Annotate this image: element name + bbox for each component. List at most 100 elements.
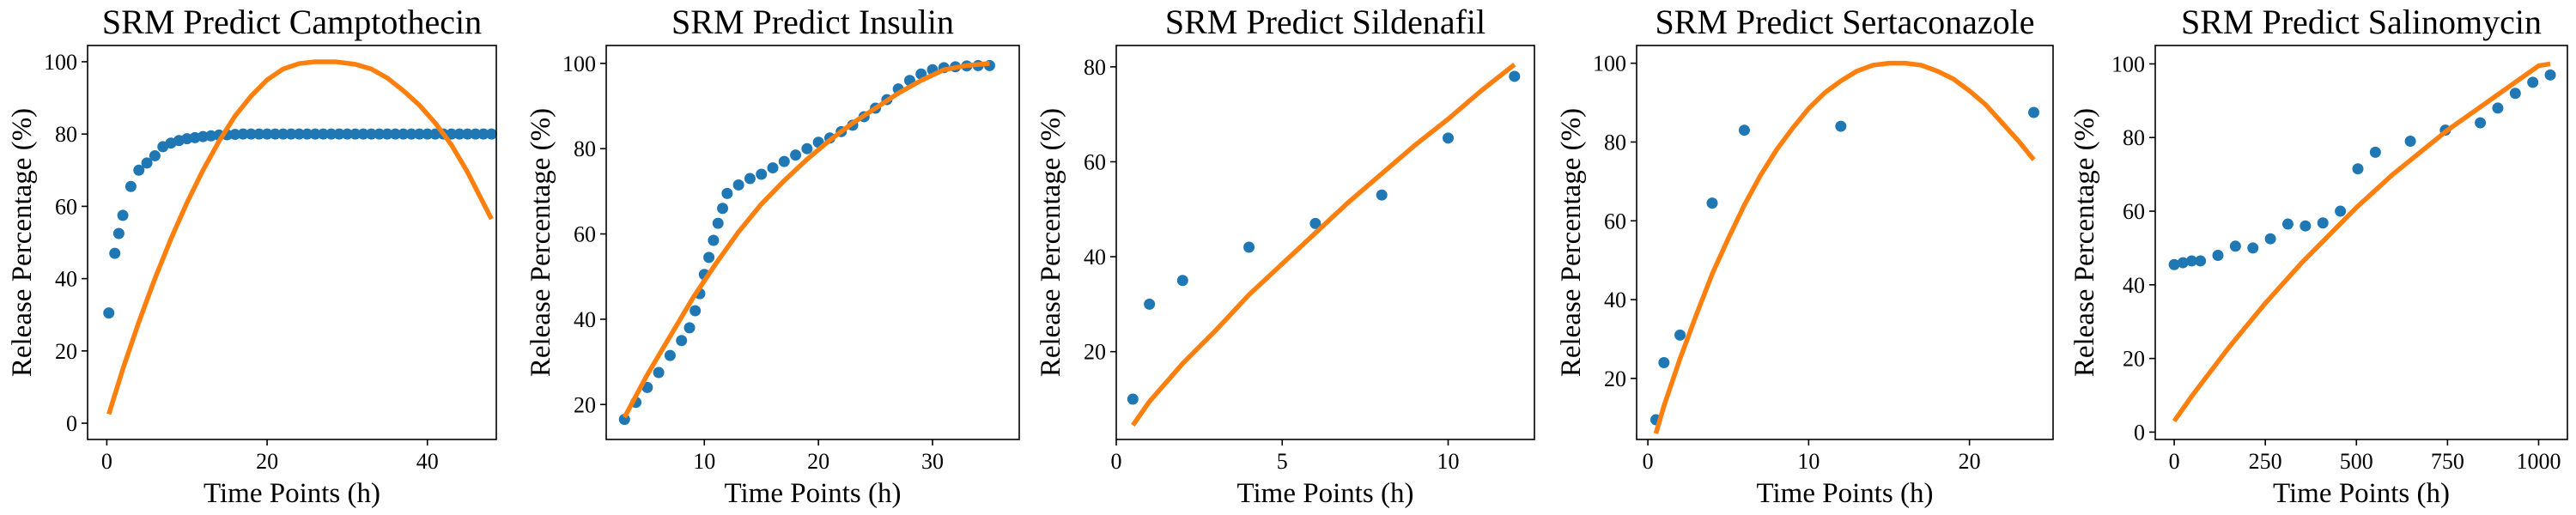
chart-camptothecin-data-point <box>301 128 313 140</box>
chart-sildenafil-fit-curve <box>1131 62 1516 427</box>
chart-sertaconazole-x-tick-label: 20 <box>1959 449 1981 474</box>
chart-sildenafil-y-tick-label: 80 <box>1084 55 1106 80</box>
chart-salinomycin-data-point <box>2264 233 2276 245</box>
chart-sertaconazole-x-tick-label: 10 <box>1797 449 1820 474</box>
chart-salinomycin-x-tick-label: 1000 <box>2516 449 2561 474</box>
chart-salinomycin-y-tick-label: 80 <box>2123 125 2145 150</box>
chart-salinomycin-data-point <box>2492 102 2504 114</box>
chart-salinomycin-data-point <box>2168 258 2180 270</box>
chart-camptothecin-data-point <box>381 128 393 140</box>
chart-sertaconazole-y-tick-label: 60 <box>1604 209 1626 233</box>
chart-camptothecin-data-point <box>141 157 153 169</box>
chart-salinomycin-y-tick-label: 0 <box>2134 420 2145 445</box>
chart-salinomycin-data-point <box>2229 240 2241 252</box>
panel-insulin: 10 20 30 20 40 60 80 100 SRM Predict Insulin Time… <box>526 3 1020 509</box>
chart-insulin-data-point <box>756 168 768 180</box>
chart-insulin-fit-curve <box>622 61 990 419</box>
chart-sildenafil-axes-frame <box>1115 45 1535 440</box>
chart-camptothecin-data-point <box>285 128 297 140</box>
chart-sildenafil-x-tick-label: 5 <box>1277 449 1288 474</box>
chart-insulin-data-point <box>744 173 756 185</box>
chart-camptothecin-y-tick-label: 20 <box>55 339 77 364</box>
chart-salinomycin-y-tick-label: 20 <box>2123 347 2145 372</box>
chart-salinomycin-x-tick-label: 250 <box>2249 449 2282 474</box>
chart-camptothecin-y-tick-label: 60 <box>55 194 77 219</box>
chart-sildenafil-data-point <box>1127 393 1139 405</box>
chart-camptothecin-data-point <box>103 307 115 319</box>
chart-sildenafil-data-point <box>1509 70 1521 82</box>
chart-camptothecin-fit-curve <box>106 59 494 415</box>
chart-camptothecin-x-axis-label: Time Points (h) <box>204 478 380 509</box>
chart-camptothecin-data-point <box>325 128 337 140</box>
chart-insulin-data-point <box>653 367 665 379</box>
chart-sildenafil-y-tick-label: 40 <box>1084 245 1106 270</box>
chart-sertaconazole-data-point <box>1835 120 1847 132</box>
chart-sildenafil-y-tick-label: 20 <box>1084 340 1106 365</box>
chart-sertaconazole-data-point <box>1706 197 1718 209</box>
chart-insulin-data-point <box>683 322 696 334</box>
chart-sertaconazole-x-axis-label: Time Points (h) <box>1757 478 1934 509</box>
chart-camptothecin-data-point <box>389 128 401 140</box>
panel-sildenafil: 0 5 10 20 40 60 80 SRM Predict Sildenafil Time P… <box>1036 3 1535 509</box>
chart-insulin-data-point <box>767 162 779 174</box>
chart-camptothecin-data-point <box>365 128 377 140</box>
chart-salinomycin-axes-frame <box>2154 45 2568 440</box>
chart-insulin-data-point <box>801 142 813 154</box>
chart-camptothecin-data-point <box>333 128 345 140</box>
chart-camptothecin-data-point <box>205 130 217 142</box>
chart-camptothecin-data-point <box>269 128 281 140</box>
chart-salinomycin-data-point <box>2509 88 2521 100</box>
chart-salinomycin-data-point <box>2475 117 2487 129</box>
chart-camptothecin-data-point <box>461 128 473 140</box>
chart-sertaconazole-y-tick-label: 40 <box>1604 288 1626 312</box>
chart-salinomycin-x-tick-label: 750 <box>2431 449 2464 474</box>
chart-salinomycin-data-point <box>2527 76 2539 88</box>
chart-sildenafil-data-point <box>1376 189 1388 201</box>
chart-sildenafil-x-axis-label: Time Points (h) <box>1237 478 1414 509</box>
chart-salinomycin-y-tick-label: 100 <box>2111 52 2145 76</box>
chart-camptothecin-data-point <box>229 129 241 141</box>
chart-sertaconazole-x-tick-label: 0 <box>1643 449 1654 474</box>
chart-insulin-x-tick-label: 10 <box>693 449 715 474</box>
chart-salinomycin-x-tick-label: 0 <box>2169 449 2180 474</box>
chart-camptothecin-data-point <box>317 128 329 140</box>
chart-salinomycin-y-tick-label: 60 <box>2123 199 2145 224</box>
chart-insulin-data-point <box>732 179 744 191</box>
chart-salinomycin-data-point <box>2352 163 2364 175</box>
chart-camptothecin-y-tick-label: 100 <box>44 50 77 75</box>
chart-sildenafil-data-point <box>1443 132 1455 144</box>
chart-sildenafil-title: SRM Predict Sildenafil <box>1165 3 1485 41</box>
chart-insulin-y-tick-label: 80 <box>574 136 596 161</box>
chart-camptothecin-data-point <box>341 128 353 140</box>
chart-insulin-x-axis-label: Time Points (h) <box>725 478 902 509</box>
chart-insulin-data-point <box>712 217 724 229</box>
chart-camptothecin-data-point <box>349 128 361 140</box>
chart-camptothecin-y-tick-label: 0 <box>66 411 77 436</box>
chart-camptothecin-data-point <box>485 128 497 140</box>
chart-sildenafil-data-point <box>1144 298 1156 310</box>
chart-camptothecin-data-point <box>133 164 145 176</box>
chart-camptothecin-x-tick-label: 0 <box>101 449 112 474</box>
chart-insulin-y-tick-label: 20 <box>574 392 596 417</box>
chart-camptothecin-data-point <box>398 128 410 140</box>
chart-insulin-data-point <box>664 349 676 361</box>
chart-camptothecin-data-point <box>470 128 482 140</box>
chart-sildenafil-y-tick-label: 60 <box>1084 149 1106 174</box>
chart-insulin-y-axis-label: Release Percentage (%) <box>526 108 556 377</box>
chart-camptothecin-data-point <box>453 128 465 140</box>
chart-insulin-y-tick-label: 60 <box>574 222 596 247</box>
chart-salinomycin-data-point <box>2300 220 2312 232</box>
chart-salinomycin-data-point <box>2212 250 2224 262</box>
chart-insulin-data-point <box>717 203 729 215</box>
chart-camptothecin-data-point <box>253 128 265 140</box>
chart-salinomycin-fit-curve <box>2172 61 2551 423</box>
chart-camptothecin-data-point <box>429 128 441 140</box>
chart-salinomycin-data-point <box>2317 217 2329 229</box>
chart-insulin-x-tick-label: 30 <box>921 449 944 474</box>
chart-camptothecin-data-point <box>125 180 137 192</box>
chart-insulin-data-point <box>676 335 688 347</box>
chart-camptothecin-data-point <box>109 247 121 259</box>
chart-camptothecin-data-point <box>446 128 458 140</box>
chart-camptothecin-y-tick-label: 80 <box>55 122 77 147</box>
